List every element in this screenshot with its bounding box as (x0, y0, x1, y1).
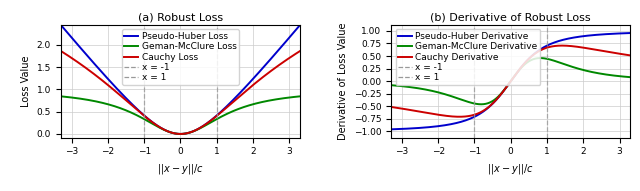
X-axis label: $||x - y||/c$: $||x - y||/c$ (157, 162, 204, 176)
Legend: Pseudo-Huber Loss, Geman-McClure Loss, Cauchy Loss, x = -1, x = 1: Pseudo-Huber Loss, Geman-McClure Loss, C… (122, 29, 239, 85)
Y-axis label: Derivative of Loss Value: Derivative of Loss Value (338, 22, 348, 140)
Y-axis label: Loss Value: Loss Value (21, 55, 31, 107)
X-axis label: $||x - y||/c$: $||x - y||/c$ (487, 162, 534, 176)
Title: (a) Robust Loss: (a) Robust Loss (138, 13, 223, 23)
Legend: Pseudo-Huber Derivative, Geman-McClure Derivative, Cauchy Derivative, x = -1, x : Pseudo-Huber Derivative, Geman-McClure D… (396, 29, 540, 85)
Title: (b) Derivative of Robust Loss: (b) Derivative of Robust Loss (431, 13, 591, 23)
